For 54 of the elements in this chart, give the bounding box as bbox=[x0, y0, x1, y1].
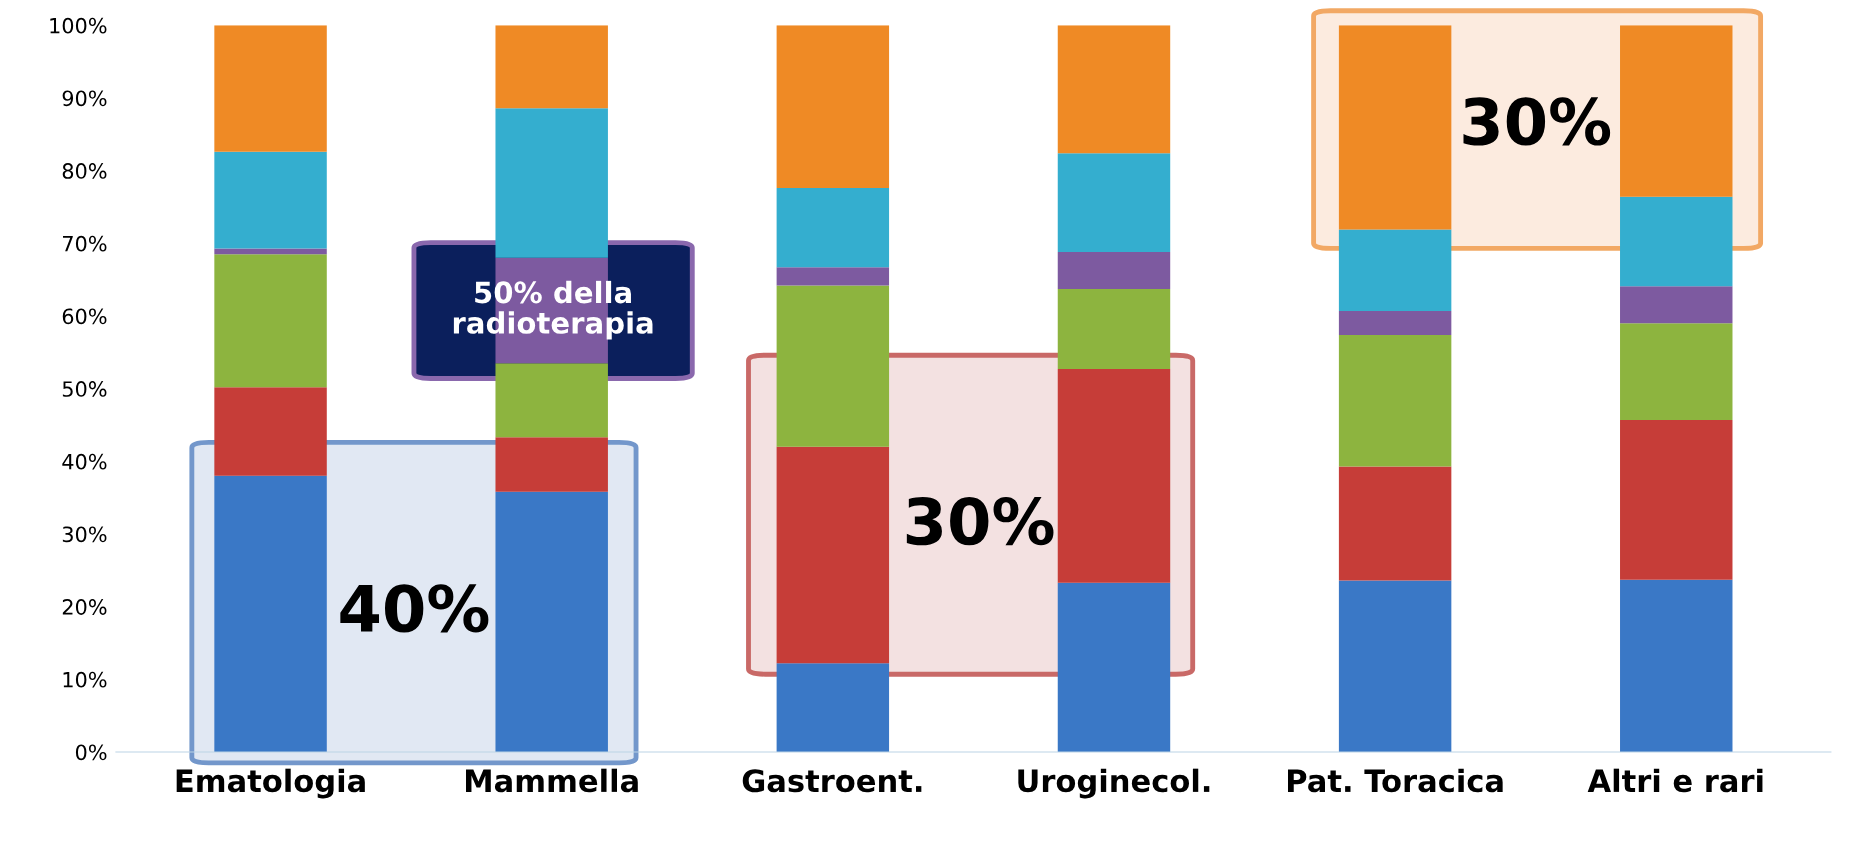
bar bbox=[1620, 419, 1733, 580]
bar bbox=[776, 663, 890, 752]
x-tick-label: Altri e rari bbox=[1587, 768, 1763, 793]
x-tick-label: Uroginecol. bbox=[1018, 768, 1210, 799]
bar bbox=[214, 254, 327, 388]
annotation: 30% bbox=[906, 496, 1054, 546]
y-tick-label: 10% bbox=[63, 671, 107, 688]
bar bbox=[1620, 323, 1733, 420]
bar bbox=[214, 248, 327, 255]
bar bbox=[1338, 229, 1452, 311]
bar bbox=[776, 267, 890, 286]
x-tick-label: Mammella bbox=[466, 768, 638, 793]
y-tick-label: 20% bbox=[62, 599, 107, 615]
bar bbox=[776, 188, 890, 268]
annotation: 30% bbox=[1463, 97, 1611, 146]
bar bbox=[776, 285, 890, 447]
bar bbox=[495, 25, 608, 109]
bar bbox=[495, 491, 608, 752]
y-tick-label: 100% bbox=[50, 17, 107, 34]
bar bbox=[1620, 25, 1733, 197]
bar bbox=[1620, 196, 1733, 287]
y-tick-label: 0% bbox=[75, 744, 107, 761]
bar bbox=[1338, 310, 1452, 335]
bar bbox=[1338, 334, 1452, 467]
bar bbox=[214, 475, 327, 752]
x-tick-label: Gastroent. bbox=[742, 769, 922, 793]
y-tick-label: 30% bbox=[62, 526, 107, 543]
bar bbox=[1338, 25, 1452, 230]
bar bbox=[1620, 579, 1733, 752]
bar bbox=[1057, 252, 1171, 290]
bar bbox=[1620, 286, 1733, 324]
bar bbox=[776, 25, 890, 189]
bar bbox=[495, 363, 608, 438]
bar bbox=[214, 25, 327, 152]
bar bbox=[1057, 153, 1171, 253]
bar bbox=[495, 437, 608, 492]
bar bbox=[776, 446, 890, 664]
y-tick-label: 40% bbox=[62, 453, 107, 470]
bar bbox=[214, 151, 327, 249]
bar bbox=[1057, 25, 1171, 154]
x-tick-label: Pat. Toracica bbox=[1288, 768, 1503, 793]
bar bbox=[1057, 369, 1171, 583]
y-tick-label: 90% bbox=[62, 90, 107, 107]
annotation: 40% bbox=[340, 584, 489, 633]
y-tick-label: 50% bbox=[62, 381, 107, 397]
y-tick-label: 60% bbox=[62, 308, 107, 325]
bar bbox=[1057, 289, 1171, 370]
bar bbox=[1057, 582, 1171, 752]
bar bbox=[1338, 466, 1452, 581]
bar bbox=[1338, 580, 1452, 752]
y-tick-label: 70% bbox=[63, 235, 107, 252]
bar bbox=[214, 387, 327, 476]
y-tick-label: 80% bbox=[62, 163, 107, 179]
x-tick-label: Ematologia bbox=[176, 768, 365, 799]
